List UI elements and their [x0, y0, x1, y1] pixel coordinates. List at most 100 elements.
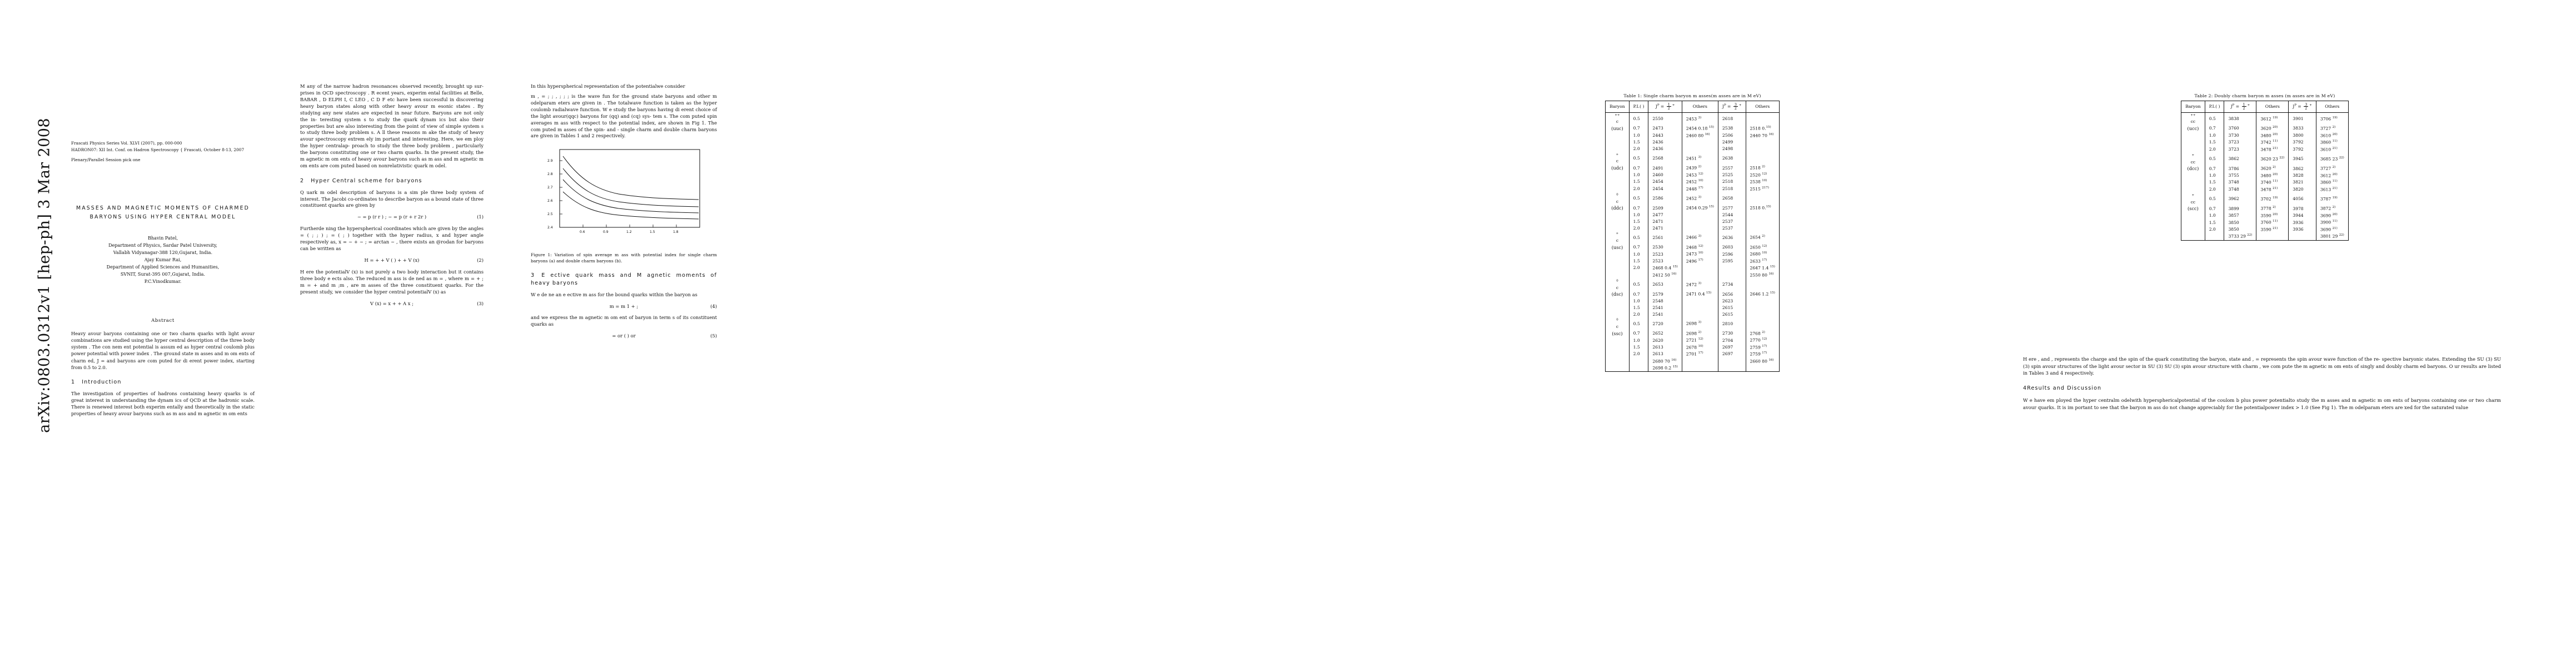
cell-others-1: 2678 10)	[1681, 344, 1718, 351]
cell-pi: 0.5	[1628, 278, 1649, 291]
cell-j32: 2498	[1717, 145, 1746, 152]
cell-pi: 0.7	[1628, 125, 1649, 132]
cell-others-2: 2654 2)	[1745, 231, 1780, 244]
cell-j12: 2541	[1648, 304, 1682, 311]
cell-j32: 3828	[2288, 172, 2316, 180]
col3-paragraph-2: W e de ne an e ective m ass for the boun…	[531, 291, 697, 297]
cell-j12: 3723	[2224, 139, 2257, 146]
cell-baryon: (ucc)	[2181, 125, 2205, 132]
cell-pi: 1.0	[2204, 212, 2225, 220]
cell-j32: 3944	[2288, 212, 2316, 220]
th2-others1: Others	[2256, 101, 2289, 113]
table-2-caption: Table 2: Doubly charm baryon m asses (m …	[2194, 93, 2335, 98]
cell-j32	[1717, 357, 1746, 365]
cell-others-1: 2472 3)	[1681, 278, 1718, 291]
cell-j32: 3978	[2288, 205, 2316, 212]
table-1-wrapper: Table 1: Single charm baryon m asses(m a…	[1462, 93, 1923, 372]
cell-others-1: 3620 20)	[2256, 125, 2289, 132]
cell-baryon: ++ cc	[2181, 112, 2205, 126]
cell-pi: 1.5	[2204, 139, 2225, 146]
cell-baryon	[1605, 185, 1630, 192]
page-title: MASSES AND MAGNETIC MOMENTS OF CHARMED B…	[71, 204, 255, 222]
cell-others-2	[1745, 225, 1780, 232]
cell-others-1: 2454 0.18 15)	[1681, 125, 1718, 132]
cell-j32: 2518	[1717, 178, 1746, 186]
cell-others-1	[1681, 364, 1718, 372]
equation-5-body: = or ( ) or	[612, 333, 636, 339]
cell-others-2: 2550 80 16)	[1745, 271, 1780, 278]
figure-1: 0.6 0.9 1.2 1.5 1.8 2.4 2.5 2.6 2.7 2.8 …	[531, 145, 717, 264]
section-title-2: Hyper Central scheme for baryons	[311, 177, 422, 184]
cell-pi: 2.0	[1628, 145, 1649, 152]
cell-others-1: 2454 0.29 15)	[1681, 205, 1718, 212]
cell-j32: 3821	[2288, 179, 2316, 186]
cell-others-2	[1745, 152, 1780, 165]
cell-j32	[1717, 271, 1746, 278]
cell-j32: 2615	[1717, 304, 1746, 311]
cell-j12: 2454	[1648, 178, 1682, 186]
arxiv-stamp: arXiv:0803.0312v1 [hep-ph] 3 Mar 2008	[36, 118, 53, 433]
cell-others-2: 3727 2)	[2315, 165, 2349, 172]
cell-baryon	[1605, 218, 1630, 225]
cell-j32: 4056	[2288, 193, 2316, 206]
cell-j12: 2436	[1648, 145, 1682, 152]
cell-j12: 2579	[1648, 291, 1682, 298]
cell-j12: 2491	[1648, 165, 1682, 172]
cell-baryon: + cc	[2181, 152, 2205, 166]
th2-baryon: Baryon	[2181, 101, 2205, 113]
cell-j12: 2561	[1648, 231, 1682, 244]
cell-j12: 2613	[1648, 344, 1682, 351]
figure-1-caption: Figure 1: Variation of spin average m as…	[531, 252, 717, 264]
cell-j12: 3748	[2224, 179, 2257, 186]
cell-baryon	[1605, 265, 1630, 272]
title-line-1: MASSES AND MAGNETIC MOMENTS OF CHARMED	[76, 205, 250, 211]
cell-others-2: 2520 12)	[1745, 171, 1780, 179]
cell-j12: 2550	[1648, 112, 1682, 126]
col3-paragraph-1: m , = ; ; , ; ; ; is the wave fun for th…	[531, 93, 717, 139]
cell-j32: 2810	[1717, 317, 1746, 330]
cell-others-2: 2633 17)	[1745, 257, 1780, 265]
cell-j32: 2730	[1717, 330, 1746, 337]
cell-others-2	[1745, 317, 1780, 330]
table-row: 1.0 2548 2623	[1605, 297, 1780, 305]
table-row: 2.0 2613 2701 17) 2697 2759 17)	[1605, 351, 1780, 358]
cell-j12: 2454	[1648, 185, 1682, 192]
cell-j12: 2471	[1648, 225, 1682, 232]
cell-j32: 2518	[1717, 185, 1746, 192]
cell-pi: 0.7	[2204, 205, 2225, 212]
section-title-1: Introduction	[82, 379, 122, 386]
cell-pi: 1.5	[1628, 344, 1649, 351]
cell-others-2: 2650 12)	[1745, 243, 1780, 251]
table-row: 1.0 2477 2544	[1605, 211, 1780, 218]
table-row: 0 c 0.5 2720 2698 3) 2810	[1605, 317, 1780, 330]
cell-others-2	[1745, 218, 1780, 225]
cell-others-2: 3787 19)	[2315, 193, 2349, 206]
cell-others-1: 2451 3)	[1681, 152, 1718, 165]
column-2: M any of the narrow hadron resonances ob…	[300, 0, 484, 312]
table-row: + cc 0.5 3962 3702 19) 4056 3787 19)	[2181, 193, 2349, 206]
col2-paragraph-2: Q uark m odel description of baryons is …	[300, 189, 484, 208]
table-row: 1.5 2523 2496 17) 2595 2633 17)	[1605, 257, 1780, 265]
table-row: 2.0 2471 2537	[1605, 225, 1780, 232]
cell-j32: 3936	[2288, 219, 2316, 226]
cell-others-1: 2453 12)	[1681, 171, 1718, 179]
author-name-1: Bhavin Patel,	[147, 235, 178, 241]
cell-j12: 2412 50 16)	[1648, 271, 1682, 278]
cell-j32: 2525	[1717, 171, 1746, 179]
cell-others-2	[1745, 297, 1780, 305]
table-1-body: ++ c 0.5 2550 2453 3) 2618 (uuc) 0.7 2473 2454 0…	[1605, 112, 1780, 372]
cell-j32: 2506	[1717, 132, 1746, 140]
title-line-2: BARYONS USING HYPER CENTRAL MODEL	[89, 214, 236, 221]
cell-others-1	[1681, 304, 1718, 311]
table-row: 2.0 3723 3478 21) 3792 3610 21)	[2181, 146, 2349, 153]
th-j32: JP = 3 2 +	[1717, 101, 1746, 113]
cell-j12: 2468 0.4 15)	[1648, 265, 1682, 272]
table-row: 2.0 2454 2448 17) 2518 2515 217)	[1605, 185, 1780, 192]
cell-j32: 2499	[1717, 139, 1746, 146]
cell-others-1: 3478 21)	[2256, 186, 2289, 193]
cell-j12: 3748	[2224, 186, 2257, 193]
cell-others-1: 2452 10)	[1681, 178, 1718, 186]
equation-4: m = m 1 + ; (4)	[531, 303, 717, 310]
cell-j12: 3962	[2224, 193, 2257, 206]
